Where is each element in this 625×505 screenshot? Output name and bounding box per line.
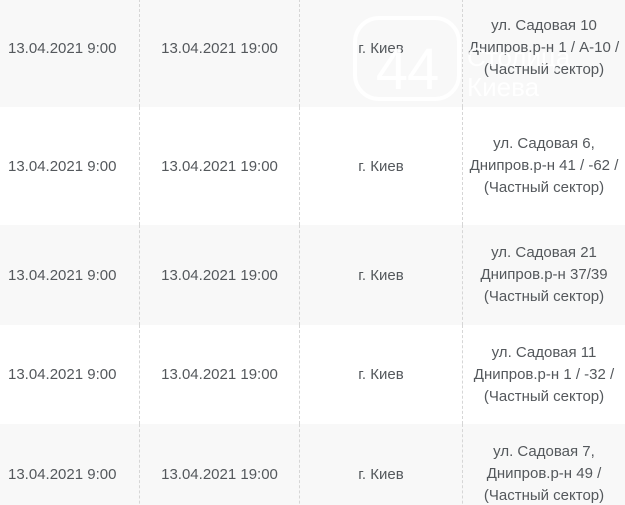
city-value: г. Киев	[358, 465, 404, 483]
end-time-value: 13.04.2021 19:00	[161, 266, 278, 284]
end-time-value: 13.04.2021 19:00	[161, 366, 278, 383]
end-time-value: 13.04.2021 19:00	[161, 39, 278, 57]
end-time-cell: 13.04.2021 19:00	[140, 225, 300, 325]
city-cell: г. Киев	[300, 0, 463, 107]
start-time-cell: 13.04.2021 9:00	[0, 107, 140, 225]
start-time-value: 13.04.2021 9:00	[8, 39, 117, 57]
end-time-cell: 13.04.2021 19:00	[140, 325, 300, 424]
city-value: г. Киев	[358, 157, 404, 175]
address-cell: ул. Садовая 21 Днипров.р-н 37/39 (Частны…	[463, 225, 625, 325]
address-cell: ул. Садовая 7, Днипров.р-н 49 / (Частный…	[463, 424, 625, 505]
end-time-value: 13.04.2021 19:00	[161, 157, 278, 175]
address-value: ул. Садовая 21 Днипров.р-н 37/39 (Частны…	[480, 244, 608, 305]
table-row: 13.04.2021 9:00 13.04.2021 19:00 г. Киев…	[0, 107, 625, 225]
address-value: ул. Садовая 11 Днипров.р-н 1 / -32 / (Ча…	[473, 343, 615, 405]
end-time-cell: 13.04.2021 19:00	[140, 0, 300, 107]
start-time-value: 13.04.2021 9:00	[8, 157, 117, 175]
start-time-cell: 13.04.2021 9:00	[0, 325, 140, 424]
city-cell: г. Киев	[300, 225, 463, 325]
start-time-value: 13.04.2021 9:00	[8, 465, 117, 483]
start-time-value: 13.04.2021 9:00	[8, 366, 117, 383]
address-cell: ул. Садовая 6, Днипров.р-н 41 / -62 / (Ч…	[463, 107, 625, 225]
address-value: ул. Садовая 7, Днипров.р-н 49 / (Частный…	[483, 443, 605, 504]
table-row: 13.04.2021 9:00 13.04.2021 19:00 г. Киев…	[0, 225, 625, 325]
city-value: г. Киев	[358, 366, 404, 383]
city-value: г. Киев	[358, 266, 404, 284]
start-time-cell: 13.04.2021 9:00	[0, 424, 140, 505]
city-cell: г. Киев	[300, 107, 463, 225]
address-cell: ул. Садовая 10 Днипров.р-н 1 / А-10 / (Ч…	[463, 0, 625, 107]
table-row: 13.04.2021 9:00 13.04.2021 19:00 г. Киев…	[0, 0, 625, 107]
city-cell: г. Киев	[300, 424, 463, 505]
address-value: ул. Садовая 6, Днипров.р-н 41 / -62 / (Ч…	[469, 135, 619, 196]
end-time-cell: 13.04.2021 19:00	[140, 424, 300, 505]
table-row: 13.04.2021 9:00 13.04.2021 19:00 г. Киев…	[0, 325, 625, 424]
address-value: ул. Садовая 10 Днипров.р-н 1 / А-10 / (Ч…	[468, 17, 620, 78]
city-value: г. Киев	[358, 39, 404, 57]
start-time-cell: 13.04.2021 9:00	[0, 225, 140, 325]
start-time-cell: 13.04.2021 9:00	[0, 0, 140, 107]
start-time-value: 13.04.2021 9:00	[8, 266, 117, 284]
city-cell: г. Киев	[300, 325, 463, 424]
address-cell: ул. Садовая 11 Днипров.р-н 1 / -32 / (Ча…	[463, 325, 625, 424]
end-time-cell: 13.04.2021 19:00	[140, 107, 300, 225]
end-time-value: 13.04.2021 19:00	[161, 465, 278, 483]
table-row: 13.04.2021 9:00 13.04.2021 19:00 г. Киев…	[0, 424, 625, 505]
